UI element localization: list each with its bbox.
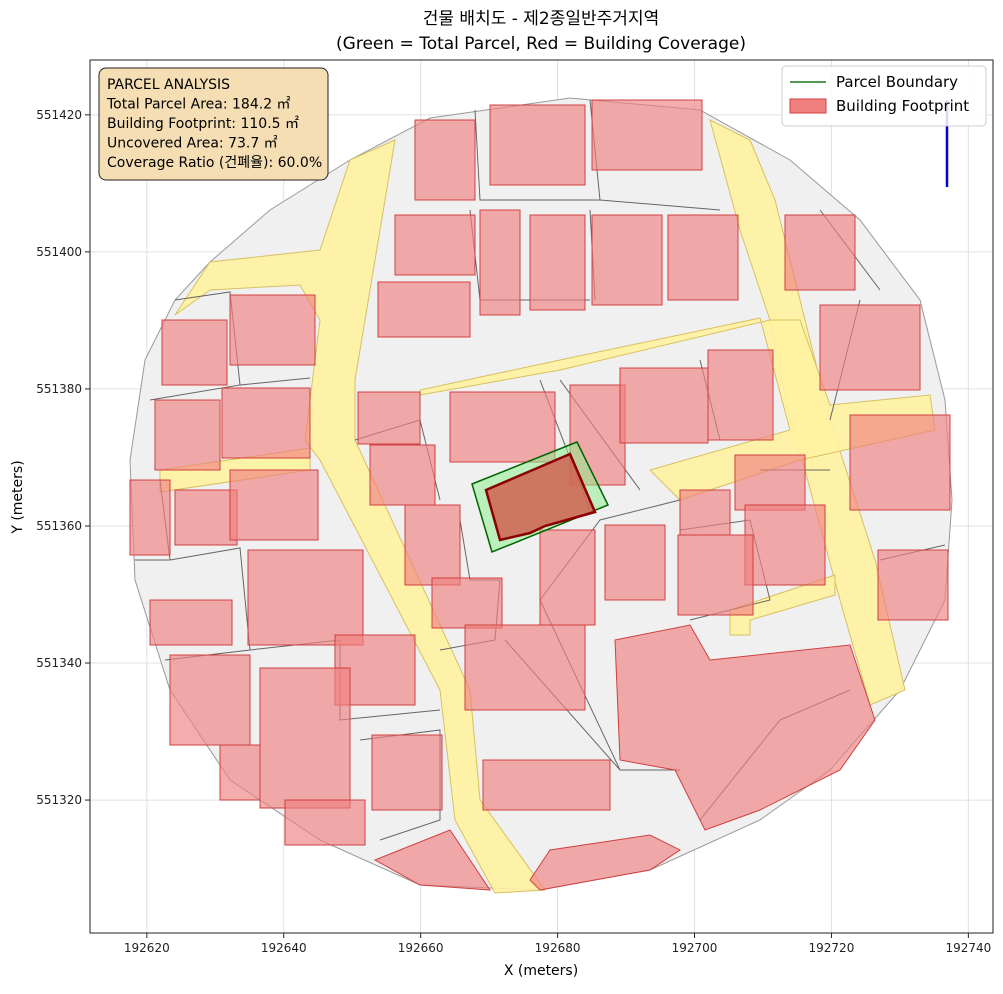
- annotation-text: PARCEL ANALYSIS Total Parcel Area: 184.2 …: [106, 77, 322, 171]
- building: [734, 454, 806, 511]
- legend-entries: Parcel Boundary Building Footprint: [789, 73, 969, 115]
- building: [707, 349, 774, 441]
- annotation-line: Coverage Ratio (건폐율): 60.0%: [107, 155, 322, 171]
- legend-label: Building Footprint: [836, 97, 969, 115]
- building: [154, 399, 221, 471]
- map: [129, 97, 953, 894]
- building: [229, 294, 316, 366]
- y-tick-label: 551380: [36, 382, 82, 396]
- building: [449, 391, 556, 463]
- building: [394, 214, 476, 276]
- building: [744, 504, 826, 586]
- building: [414, 119, 476, 201]
- target-building: [484, 452, 597, 542]
- buildings: [129, 99, 951, 891]
- building: [169, 654, 251, 746]
- building: [604, 524, 666, 601]
- building: [369, 444, 436, 506]
- building: [529, 834, 681, 891]
- ticks: 192620 192640 192660 192680 192700 192720 1927…: [36, 108, 991, 955]
- chart-subtitle: (Green = Total Parcel, Red = Building Co…: [336, 34, 746, 54]
- chart-title: 건물 배치도 - 제2종일반주거지역: [423, 9, 659, 29]
- building: [619, 367, 709, 444]
- building: [357, 391, 421, 445]
- x-tick-label: 192740: [945, 941, 991, 955]
- building: [149, 599, 233, 646]
- building: [482, 759, 611, 811]
- building: [679, 489, 731, 536]
- x-tick-label: 192660: [398, 941, 444, 955]
- annotation-line: Total Parcel Area: 184.2 ㎡: [106, 97, 291, 113]
- building: [479, 209, 521, 316]
- building: [371, 734, 443, 811]
- building: [161, 319, 228, 386]
- x-axis-label: X (meters): [504, 963, 578, 979]
- building: [377, 281, 471, 338]
- y-tick-label: 551320: [36, 793, 82, 807]
- building: [591, 214, 663, 306]
- building: [221, 387, 311, 459]
- plot-frame: [89, 59, 994, 934]
- annotation-frame: [98, 67, 329, 181]
- annotation-line: Uncovered Area: 73.7 ㎡: [107, 136, 278, 152]
- building: [849, 414, 951, 511]
- road: [729, 574, 836, 636]
- x-tick-label: 192700: [672, 941, 718, 955]
- building: [431, 577, 503, 629]
- building: [667, 214, 739, 301]
- legend-label: Parcel Boundary: [836, 73, 958, 91]
- building: [229, 469, 319, 541]
- building: [404, 504, 461, 586]
- x-tick-label: 192620: [124, 941, 170, 955]
- annotation-line: PARCEL ANALYSIS: [107, 77, 230, 93]
- x-tick-label: 192680: [535, 941, 581, 955]
- building: [591, 99, 703, 171]
- building: [819, 304, 921, 391]
- building: [677, 534, 754, 616]
- building: [219, 744, 261, 801]
- building: [464, 624, 586, 711]
- building: [784, 214, 856, 291]
- building: [247, 549, 364, 646]
- legend-swatch: [789, 98, 827, 114]
- building: [539, 529, 596, 626]
- y-tick-label: 551360: [36, 519, 82, 533]
- building: [489, 104, 586, 186]
- building: [373, 829, 491, 891]
- building: [259, 667, 351, 809]
- legend: Parcel Boundary Building Footprint: [781, 65, 987, 127]
- y-tick-label: 551400: [36, 245, 82, 259]
- y-axis-label: Y (meters): [10, 460, 26, 534]
- building: [614, 624, 876, 831]
- building: [877, 549, 949, 621]
- x-tick-label: 192720: [809, 941, 855, 955]
- building: [284, 799, 366, 846]
- y-tick-label: 551340: [36, 656, 82, 670]
- building: [529, 214, 586, 311]
- building: [129, 479, 171, 556]
- y-tick-label: 551420: [36, 108, 82, 122]
- annotation-line: Building Footprint: 110.5 ㎡: [107, 116, 299, 132]
- legend-frame: [781, 65, 987, 127]
- building: [174, 489, 238, 546]
- annotation-box: PARCEL ANALYSIS Total Parcel Area: 184.2 …: [98, 67, 329, 181]
- x-tick-label: 192640: [261, 941, 307, 955]
